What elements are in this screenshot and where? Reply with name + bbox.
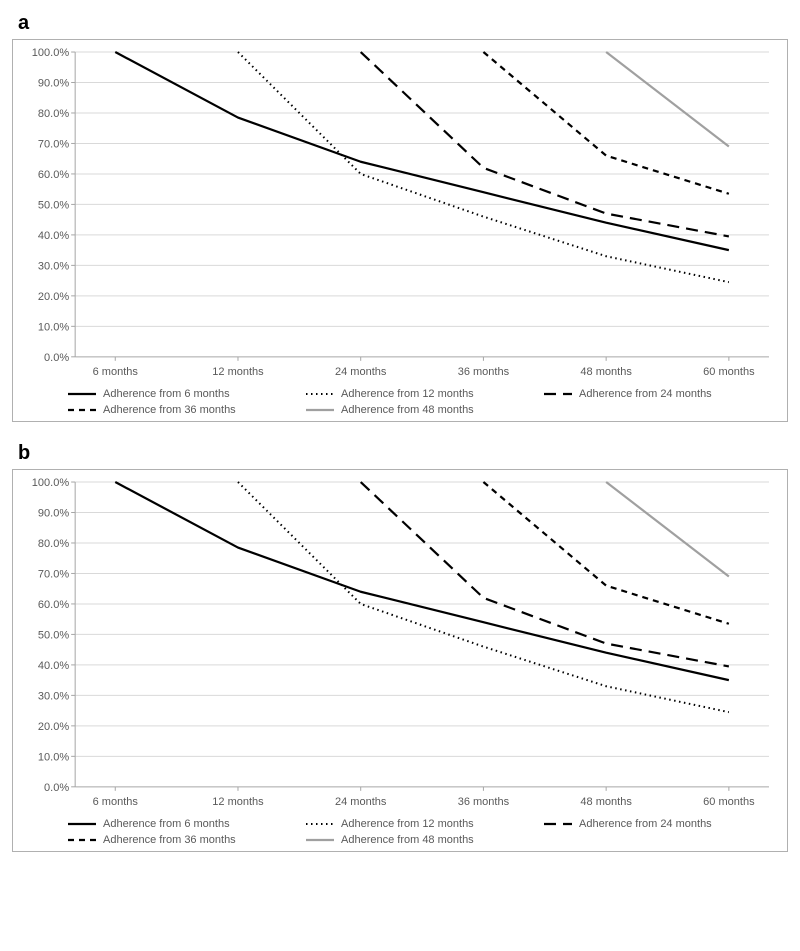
x-tick-label: 12 months [212,796,264,808]
legend-label: Adherence from 24 months [579,388,712,400]
panel-b: b 0.0% 10.0% 20.0% 30.0% 40.0% 50.0% 60.0% 70.0… [12,442,788,852]
legend-item-from12: Adherence from 12 months [305,387,535,401]
chart-b: 0.0% 10.0% 20.0% 30.0% 40.0% 50.0% 60.0% 70.0% 8… [17,474,779,815]
chart-a-legend: Adherence from 6 months Adherence from 12… [17,385,779,417]
y-tick-label: 0.0% [44,352,69,364]
chart-b-legend: Adherence from 6 months Adherence from 12… [17,815,779,847]
y-tick-label: 70.0% [38,568,69,580]
legend-item-from24: Adherence from 24 months [543,387,773,401]
y-tick-label: 30.0% [38,690,69,702]
legend-swatch-from6 [67,817,97,831]
y-tick-label: 30.0% [38,260,69,272]
y-tick-label: 20.0% [38,721,69,733]
y-tick-label: 80.0% [38,538,69,550]
legend-swatch-from12 [305,387,335,401]
y-tick-label: 0.0% [44,782,69,794]
legend-swatch-from48 [305,833,335,847]
y-tick-label: 10.0% [38,321,69,333]
panel-a-label: a [18,12,788,35]
y-tick-label: 90.0% [38,78,69,90]
x-tick-label: 48 months [580,796,632,808]
x-tick-label: 12 months [212,366,264,378]
legend-item-from36: Adherence from 36 months [67,403,297,417]
legend-item-from48: Adherence from 48 months [305,403,535,417]
y-tick-label: 20.0% [38,291,69,303]
chart-b-wrap: 0.0% 10.0% 20.0% 30.0% 40.0% 50.0% 60.0% 70.0% 8… [12,469,788,852]
y-tick-label: 90.0% [38,507,69,519]
x-tick-label: 24 months [335,796,387,808]
y-tick-label: 80.0% [38,108,69,120]
legend-item-from48: Adherence from 48 months [305,833,535,847]
legend-item-from24: Adherence from 24 months [543,817,773,831]
legend-label: Adherence from 6 months [103,388,230,400]
y-tick-label: 50.0% [38,199,69,211]
y-tick-label: 40.0% [38,660,69,672]
x-tick-label: 24 months [335,366,387,378]
y-tick-label: 60.0% [38,169,69,181]
x-tick-label: 48 months [580,366,632,378]
legend-swatch-from24 [543,817,573,831]
legend-swatch-from24 [543,387,573,401]
y-tick-label: 40.0% [38,230,69,242]
legend-item-from36: Adherence from 36 months [67,833,297,847]
legend-swatch-from12 [305,817,335,831]
y-tick-label: 50.0% [38,629,69,641]
chart-a: 0.0% 10.0% 20.0% 30.0% 40.0% 50.0% 60.0% 70.0% 8… [17,44,779,385]
legend-label: Adherence from 24 months [579,818,712,830]
y-tick-label: 100.0% [32,477,70,489]
legend-label: Adherence from 36 months [103,404,236,416]
legend-label: Adherence from 48 months [341,404,474,416]
legend-item-from6: Adherence from 6 months [67,387,297,401]
y-tick-label: 70.0% [38,138,69,150]
panel-b-label: b [18,442,788,465]
x-tick-label: 60 months [703,366,755,378]
legend-item-from6: Adherence from 6 months [67,817,297,831]
legend-item-from12: Adherence from 12 months [305,817,535,831]
panel-a: a 0.0% 10.0% 20.0% 30.0% 40.0% 50.0% 60.0% 70.0… [12,12,788,422]
legend-swatch-from6 [67,387,97,401]
legend-swatch-from48 [305,403,335,417]
x-tick-label: 6 months [93,366,139,378]
x-tick-label: 6 months [93,796,139,808]
y-tick-label: 100.0% [32,47,70,59]
legend-label: Adherence from 12 months [341,818,474,830]
x-tick-label: 36 months [458,796,510,808]
x-tick-label: 60 months [703,796,755,808]
chart-a-wrap: 0.0% 10.0% 20.0% 30.0% 40.0% 50.0% 60.0% 70.0% 8… [12,39,788,422]
legend-swatch-from36 [67,833,97,847]
legend-label: Adherence from 12 months [341,388,474,400]
legend-label: Adherence from 48 months [341,834,474,846]
y-tick-label: 10.0% [38,751,69,763]
legend-label: Adherence from 36 months [103,834,236,846]
legend-label: Adherence from 6 months [103,818,230,830]
y-tick-label: 60.0% [38,599,69,611]
x-tick-label: 36 months [458,366,510,378]
legend-swatch-from36 [67,403,97,417]
